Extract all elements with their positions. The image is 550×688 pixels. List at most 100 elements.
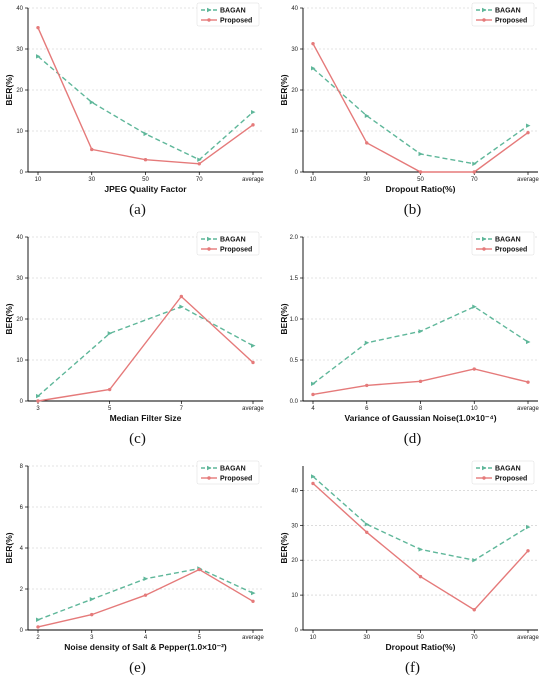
panel-label: (b) [403, 202, 422, 218]
bagan-data-point [36, 54, 41, 59]
bagan-data-point [179, 304, 184, 309]
legend-marker [207, 236, 212, 242]
chart-svg: 0 10 20 30 40 10 30 50 70 average JPEG Quality Fac… [4, 2, 265, 194]
y-tick-label: 0 [20, 628, 24, 634]
bagan-series-line [312, 305, 529, 385]
legend-marker [482, 465, 487, 471]
y-tick-label: 40 [16, 6, 23, 12]
x-tick-label: 7 [180, 406, 184, 412]
y-axis-title: BER(%) [4, 532, 14, 563]
y-tick-label: 2 [20, 587, 24, 593]
proposed-data-point [418, 379, 423, 384]
y-tick-label: 40 [291, 488, 298, 494]
bagan-data-point [311, 381, 316, 386]
legend: BAGAN Proposed [196, 460, 260, 485]
legend-label: Proposed [495, 476, 527, 483]
x-tick-label: average [242, 177, 264, 183]
bagan-data-point [251, 590, 256, 596]
x-tick-label: 30 [88, 177, 95, 183]
y-tick-label: 1.5 [290, 276, 299, 282]
bagan-data-point [418, 329, 423, 334]
y-axis-title: BER(%) [4, 74, 14, 105]
proposed-series-line [37, 27, 254, 165]
x-tick-label: 30 [363, 635, 370, 641]
panel-label: (a) [129, 202, 146, 218]
chart-panel: 0.0 0.5 1.0 1.5 2.0 4 6 8 10 average Variance of G… [275, 229, 550, 458]
x-tick-label: 3 [90, 635, 94, 641]
bagan-data-point [418, 547, 423, 552]
y-axis-title: BER(%) [279, 74, 289, 105]
bagan-data-point [143, 576, 148, 581]
chart-panel: 0 2 4 6 8 2 3 4 5 average Noise density of Salt & … [0, 458, 275, 687]
proposed-data-point [472, 367, 476, 371]
chart-svg: 0 10 20 30 40 10 30 50 70 average Dropout Ratio(%)… [279, 2, 540, 194]
proposed-data-point [90, 612, 94, 617]
bagan-series-line [312, 67, 529, 165]
bagan-data-point [197, 157, 202, 162]
y-tick-label: 0 [20, 399, 24, 405]
proposed-data-point [418, 574, 423, 579]
x-tick-label: average [242, 406, 264, 412]
panel-label: (c) [129, 431, 146, 447]
y-tick-label: 10 [16, 129, 23, 135]
bagan-data-point [418, 151, 423, 157]
x-tick-label: average [517, 406, 539, 412]
proposed-data-point [365, 383, 369, 388]
x-axis-title: JPEG Quality Factor [104, 184, 187, 194]
proposed-data-point [36, 25, 40, 30]
proposed-data-point [179, 294, 184, 299]
y-tick-label: 20 [291, 88, 298, 94]
proposed-data-point [251, 123, 255, 127]
x-axis-title: Noise density of Salt & Pepper(1.0×10⁻²) [64, 642, 227, 652]
y-axis-title: BER(%) [4, 303, 14, 334]
y-tick-label: 10 [291, 129, 298, 135]
bagan-data-point [472, 558, 477, 563]
chart-svg: 0 10 20 30 40 10 30 50 70 average Dropout Ratio(%)… [279, 460, 540, 652]
y-tick-label: 6 [20, 505, 24, 511]
bagan-data-point [36, 393, 41, 399]
y-tick-label: 30 [291, 47, 298, 53]
chart-svg: 0 10 20 30 40 3 5 7 average Median Filter Size BER… [4, 231, 265, 423]
proposed-data-point [251, 360, 255, 365]
x-tick-label: 5 [108, 406, 112, 412]
proposed-data-point [311, 392, 315, 397]
chart-panel: 0 10 20 30 40 10 30 50 70 average Dropout Ratio(%)… [275, 0, 550, 229]
y-tick-label: 20 [16, 317, 23, 323]
y-tick-label: 0 [20, 170, 24, 176]
x-axis-title: Variance of Gaussian Noise(1.0×10⁻⁴) [344, 413, 496, 423]
y-tick-label: 0 [295, 170, 299, 176]
legend-marker [207, 18, 211, 22]
legend-marker [482, 236, 487, 242]
y-tick-label: 4 [20, 546, 24, 552]
y-axis-title: BER(%) [279, 532, 289, 563]
y-tick-label: 40 [16, 235, 23, 241]
proposed-series-line [37, 295, 254, 402]
legend-marker [207, 247, 211, 251]
y-axis-title: BER(%) [279, 303, 289, 334]
proposed-data-point [36, 399, 40, 403]
legend: BAGAN Proposed [471, 231, 535, 256]
x-tick-label: 10 [310, 177, 317, 183]
y-tick-label: 0.0 [290, 399, 299, 405]
y-tick-label: 20 [16, 88, 23, 94]
bagan-data-point [526, 339, 531, 345]
panel-label: (f) [405, 660, 420, 676]
legend-marker [207, 7, 212, 13]
proposed-data-point [107, 387, 112, 392]
x-tick-label: 10 [471, 406, 478, 412]
y-tick-label: 8 [20, 464, 24, 470]
x-tick-label: 50 [417, 635, 424, 641]
bagan-data-point [472, 304, 477, 309]
proposed-data-point [418, 170, 423, 174]
y-tick-label: 40 [291, 6, 298, 12]
proposed-data-point [143, 593, 148, 597]
x-tick-label: 70 [196, 177, 203, 183]
x-tick-label: 30 [363, 177, 370, 183]
bagan-data-point [143, 131, 148, 137]
bagan-data-point [251, 343, 256, 348]
legend-label: BAGAN [495, 237, 521, 244]
bagan-data-point [107, 331, 113, 336]
x-tick-label: average [242, 635, 264, 641]
x-axis-title: Dropout Ratio(%) [386, 184, 456, 194]
legend-label: BAGAN [220, 8, 246, 15]
